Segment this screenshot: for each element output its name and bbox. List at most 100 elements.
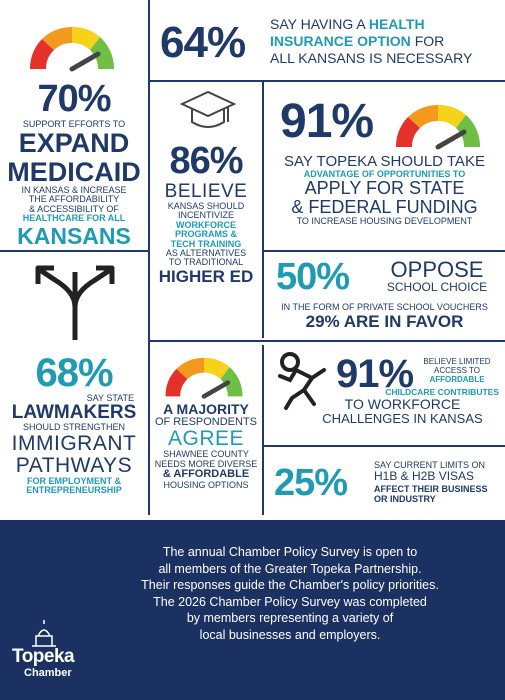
text: & AFFORDABLE [162, 468, 250, 481]
text: NEEDS MORE DIVERSE [154, 458, 258, 469]
text: SAY STATE [86, 393, 134, 403]
text: & ACCESSIBILITY OF [29, 203, 119, 214]
divider [148, 340, 262, 342]
text: WORKFORCE [176, 219, 236, 230]
text: HIGHER ED [158, 266, 254, 286]
text: SAY HAVING A [270, 16, 365, 32]
text: all members of the Greater Topeka Partne… [158, 561, 422, 576]
stat-value: 91% [336, 352, 414, 396]
divider [262, 345, 264, 515]
text: AGREE [167, 427, 245, 451]
text: CHILDCARE CONTRIBUTES [385, 387, 499, 397]
text: PROGRAMS & [174, 229, 237, 240]
text: AFFECT THEIR BUSINESS [374, 484, 488, 495]
gauge-icon [388, 92, 488, 152]
text: SAY CURRENT LIMITS ON [374, 460, 486, 470]
footer: The annual Chamber Policy Survey is open… [0, 520, 505, 700]
text: MEDICAID [7, 156, 141, 187]
text: HOUSING OPTIONS [163, 479, 249, 490]
divider [262, 445, 505, 447]
stat-block: SAY TOPEKA SHOULD TAKE ADVANTAGE OF OPPO… [264, 154, 505, 226]
text: AS ALTERNATIVES [165, 248, 247, 259]
logo-sub: Chamber [24, 667, 72, 679]
text: INSURANCE OPTION [270, 33, 411, 49]
text: APPLY FOR STATE [304, 178, 465, 199]
stat-text: IN THE FORM OF PRIVATE SCHOOL VOUCHERS 2… [264, 302, 505, 332]
text: BELIEVE LIMITED [423, 357, 491, 366]
text: HEALTH [368, 16, 425, 32]
text: IN THE FORM OF PRIVATE SCHOOL VOUCHERS [281, 302, 488, 312]
text: local businesses and employers. [199, 627, 381, 642]
text: TO INCREASE HOUSING DEVELOPMENT [296, 215, 473, 226]
text: SHAWNEE COUNTY [163, 449, 249, 460]
text: A MAJORITY [163, 401, 249, 417]
text: LAWMAKERS [11, 402, 137, 424]
text: H1B & H2B VISAS [374, 469, 475, 484]
gauge-icon [22, 14, 122, 74]
divider [262, 250, 505, 252]
stat-value: 86% [169, 140, 243, 182]
text: IMMIGRANT [11, 431, 137, 455]
text: by members representing a variety of [186, 611, 394, 625]
text: HEALTHCARE FOR ALL [22, 213, 126, 224]
text: 29% ARE IN FAVOR [305, 312, 464, 332]
divider [0, 250, 148, 252]
stat-text: SAY CURRENT LIMITS ON H1B & H2B VISAS AF… [374, 460, 504, 505]
divider [148, 80, 505, 82]
stat-text: OPPOSE SCHOOL CHOICE [372, 258, 502, 294]
stat-text: BELIEVE LIMITED ACCESS TO AFFORDABLE [414, 357, 500, 384]
text: KANSAS SHOULD [167, 200, 245, 211]
text: EXPAND [18, 128, 130, 159]
stat-value: 64% [160, 18, 246, 67]
text: Their responses guide the Chamber's poli… [141, 578, 439, 592]
text: SAY TOPEKA SHOULD TAKE [284, 153, 485, 170]
text: AFFORDABLE [429, 374, 485, 384]
logo-name: Topeka [12, 646, 75, 667]
text: ALL KANSANS IS NECESSARY [270, 50, 473, 66]
text: INCENTIVIZE [177, 210, 234, 221]
stat-block: 68% SAY STATE LAWMAKERS SHOULD STRENGTHE… [0, 352, 148, 496]
child-icon [278, 352, 326, 410]
text: TO TRADITIONAL [168, 257, 244, 268]
footer-text: The annual Chamber Policy Survey is open… [80, 544, 500, 643]
divider [148, 0, 150, 515]
text: IN KANSAS & INCREASE [21, 185, 127, 196]
stat-value: 50% [276, 256, 350, 298]
stat-value: 70% [37, 78, 111, 120]
text: TECH TRAINING [170, 238, 242, 249]
arrows-icon [35, 265, 115, 340]
text: CHALLENGES IN KANSAS [322, 410, 483, 426]
text: KANSANS [17, 222, 131, 249]
text: FOR EMPLOYMENT & [27, 475, 121, 486]
stat-block: CHILDCARE CONTRIBUTES TO WORKFORCE CHALL… [300, 388, 505, 425]
stat-value: 91% [280, 95, 374, 148]
text: ENTREPRENEURSHIP [26, 485, 122, 496]
text: OF RESPONDENTS [154, 415, 258, 428]
capitol-icon [32, 620, 56, 647]
text: THE AFFORDABILITY [28, 194, 120, 205]
stat-value: 25% [274, 462, 348, 504]
stat-block: A MAJORITY OF RESPONDENTS AGREE SHAWNEE … [150, 402, 262, 490]
stat-text: SAY HAVING A HEALTH INSURANCE OPTION FOR… [270, 16, 500, 67]
text: ACCESS TO [434, 365, 480, 375]
text: OR INDUSTRY [374, 494, 436, 505]
text: PATHWAYS [15, 453, 133, 477]
text: SUPPORT EFFORTS TO [22, 118, 126, 129]
text: & FEDERAL FUNDING [291, 197, 478, 218]
divider [262, 340, 505, 342]
gauge-icon [158, 346, 250, 401]
text: TO WORKFORCE [344, 395, 461, 412]
stat-block: 70% SUPPORT EFFORTS TO EXPAND MEDICAID I… [0, 78, 148, 249]
text: BELIEVE [164, 180, 248, 202]
stat-block: 86% BELIEVE KANSAS SHOULD INCENTIVIZE WO… [150, 140, 262, 286]
text: OPPOSE [390, 257, 484, 282]
text: The 2026 Chamber Policy Survey was compl… [153, 594, 427, 609]
divider [262, 80, 264, 338]
graduation-icon [179, 90, 237, 128]
text: SHOULD STRENGTHEN [22, 422, 125, 433]
stat-value: 68% [35, 351, 113, 395]
text: The annual Chamber Policy Survey is open… [162, 545, 418, 559]
text: SCHOOL CHOICE [386, 280, 488, 295]
text: FOR [414, 33, 445, 49]
